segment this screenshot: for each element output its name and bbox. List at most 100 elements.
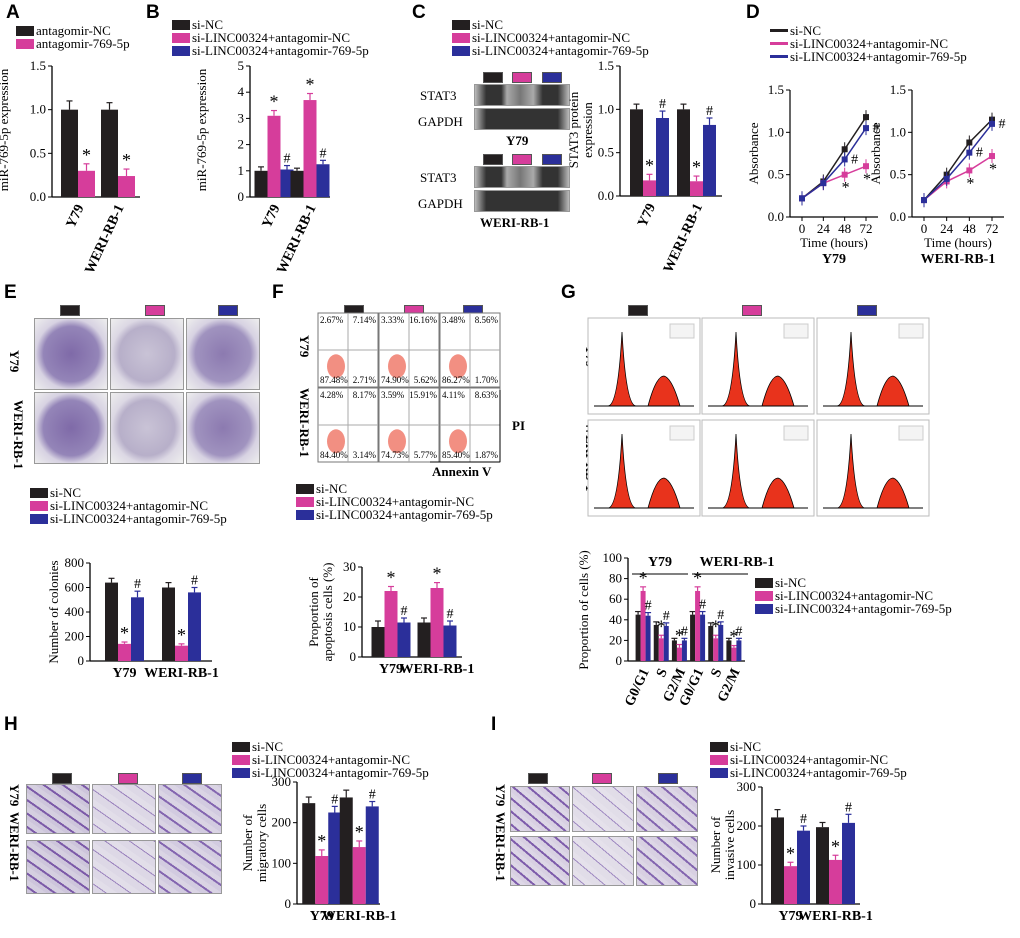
bar — [188, 592, 201, 661]
blot-cell-line: WERI-RB-1 — [480, 215, 550, 230]
y-axis-label: Absorbance — [746, 122, 761, 184]
bar — [797, 830, 810, 904]
legend-item: si-LINC00324+antagomir-NC — [710, 753, 907, 766]
y-tick-label: 0 — [750, 896, 757, 911]
significance-mark: * — [306, 75, 315, 95]
y-tick-label: 10 — [343, 619, 356, 634]
lane-chip — [512, 72, 532, 83]
g2-peak — [647, 375, 681, 407]
significance-mark: * — [711, 616, 720, 636]
x-tick-label: WERI-RB-1 — [82, 202, 127, 276]
y-tick-label: 30 — [343, 559, 356, 574]
histogram-legend — [898, 323, 924, 339]
transwell-photo — [510, 836, 570, 886]
row-label-weri: WERI-RB-1 — [493, 812, 508, 882]
legend-label: si-LINC00324+antagomir-769-5p — [790, 49, 967, 64]
significance-mark: # — [999, 117, 1006, 132]
series-line — [801, 127, 867, 199]
significance-mark: * — [831, 836, 840, 856]
blot-label-stat3: STAT3 — [420, 170, 457, 185]
significance-mark: * — [177, 625, 186, 645]
x-tick-label: Y79 — [778, 909, 802, 924]
y-tick-label: 0.0 — [30, 189, 46, 204]
bar — [430, 588, 444, 657]
y-tick-label: 2 — [238, 137, 245, 152]
lane-chip — [592, 773, 612, 784]
histogram-legend — [669, 323, 695, 339]
legend-b: si-NC si-LINC00324+antagomir-NC si-LINC0… — [172, 18, 369, 57]
blot-label-stat3: STAT3 — [420, 88, 457, 103]
legend-label: si-LINC00324+antagomir-NC — [775, 588, 933, 603]
data-point — [820, 178, 827, 185]
x-tick-label: Y79 — [379, 662, 403, 677]
legend-item: si-LINC00324+antagomir-769-5p — [452, 44, 649, 57]
bar — [695, 590, 701, 661]
data-point — [921, 197, 927, 204]
legend-item: si-LINC00324+antagomir-NC — [30, 499, 227, 512]
legend-label: si-LINC00324+antagomir-NC — [192, 30, 350, 45]
transwell-photo — [158, 784, 222, 834]
significance-mark: * — [693, 568, 702, 588]
legend-label: antagomir-NC — [36, 23, 111, 38]
y-tick-label: 0 — [616, 653, 623, 668]
significance-mark: * — [863, 171, 871, 188]
bar — [658, 638, 664, 661]
cell-cluster — [327, 354, 345, 379]
data-point — [989, 120, 995, 127]
significance-mark: # — [320, 146, 327, 161]
x-tick-label: 24 — [817, 221, 831, 236]
quadrant-value: 16.16% — [409, 315, 437, 325]
histogram-frame — [816, 419, 930, 517]
x-axis-label: Time (hours) — [924, 235, 992, 250]
data-point — [841, 146, 848, 153]
bar — [131, 597, 144, 661]
y-tick-label: 0 — [285, 896, 292, 911]
bar — [280, 169, 294, 197]
y-tick-label: 0.0 — [598, 188, 614, 203]
significance-mark: * — [270, 92, 279, 112]
significance-mark: * — [842, 180, 850, 197]
data-point — [943, 171, 950, 178]
significance-mark: * — [639, 568, 648, 588]
flow-plot — [317, 312, 379, 388]
bar — [630, 109, 643, 196]
x-axis-label: Time (hours) — [800, 235, 868, 250]
bar — [643, 180, 656, 196]
bar — [175, 645, 188, 661]
y-tick-label: 1.0 — [890, 124, 906, 139]
x-tick-label: G0/G1 — [677, 666, 707, 708]
row-label-y79: Y79 — [297, 335, 312, 358]
g1-peak — [607, 433, 637, 509]
chart-subtitle: WERI-RB-1 — [921, 252, 996, 267]
bar — [771, 817, 784, 904]
x-tick-label: G2/M — [715, 666, 743, 704]
legend-item: si-LINC00324+antagomir-NC — [232, 753, 429, 766]
flow-plot — [439, 312, 501, 388]
data-point — [863, 163, 869, 170]
x-tick-label: 24 — [940, 221, 954, 236]
significance-mark: # — [284, 152, 291, 167]
g2-peak — [876, 477, 910, 509]
legend-label: si-LINC00324+antagomir-NC — [252, 752, 410, 767]
data-point — [820, 180, 827, 187]
data-point — [799, 195, 805, 202]
bar — [118, 643, 131, 661]
y-axis-label: expression — [580, 102, 595, 158]
legend-item: antagomir-NC — [16, 24, 130, 37]
significance-mark: # — [645, 599, 652, 614]
lane-chip — [857, 305, 877, 316]
legend-item: si-LINC00324+antagomir-769-5p — [710, 766, 907, 779]
y-tick-label: 1.5 — [890, 82, 906, 97]
x-tick-label: 72 — [860, 221, 873, 236]
series-line — [801, 116, 867, 199]
quadrant-value: 74.90% — [381, 375, 409, 385]
bar — [417, 622, 431, 657]
significance-mark: * — [692, 157, 701, 177]
colony-plate — [34, 318, 108, 390]
legend-item: antagomir-769-5p — [16, 37, 130, 50]
bar — [700, 614, 706, 661]
x-tick-label: S — [708, 666, 725, 680]
y-axis-label: invasive cells — [722, 810, 737, 880]
y-tick-label: 80 — [609, 571, 622, 586]
bar — [681, 640, 687, 661]
